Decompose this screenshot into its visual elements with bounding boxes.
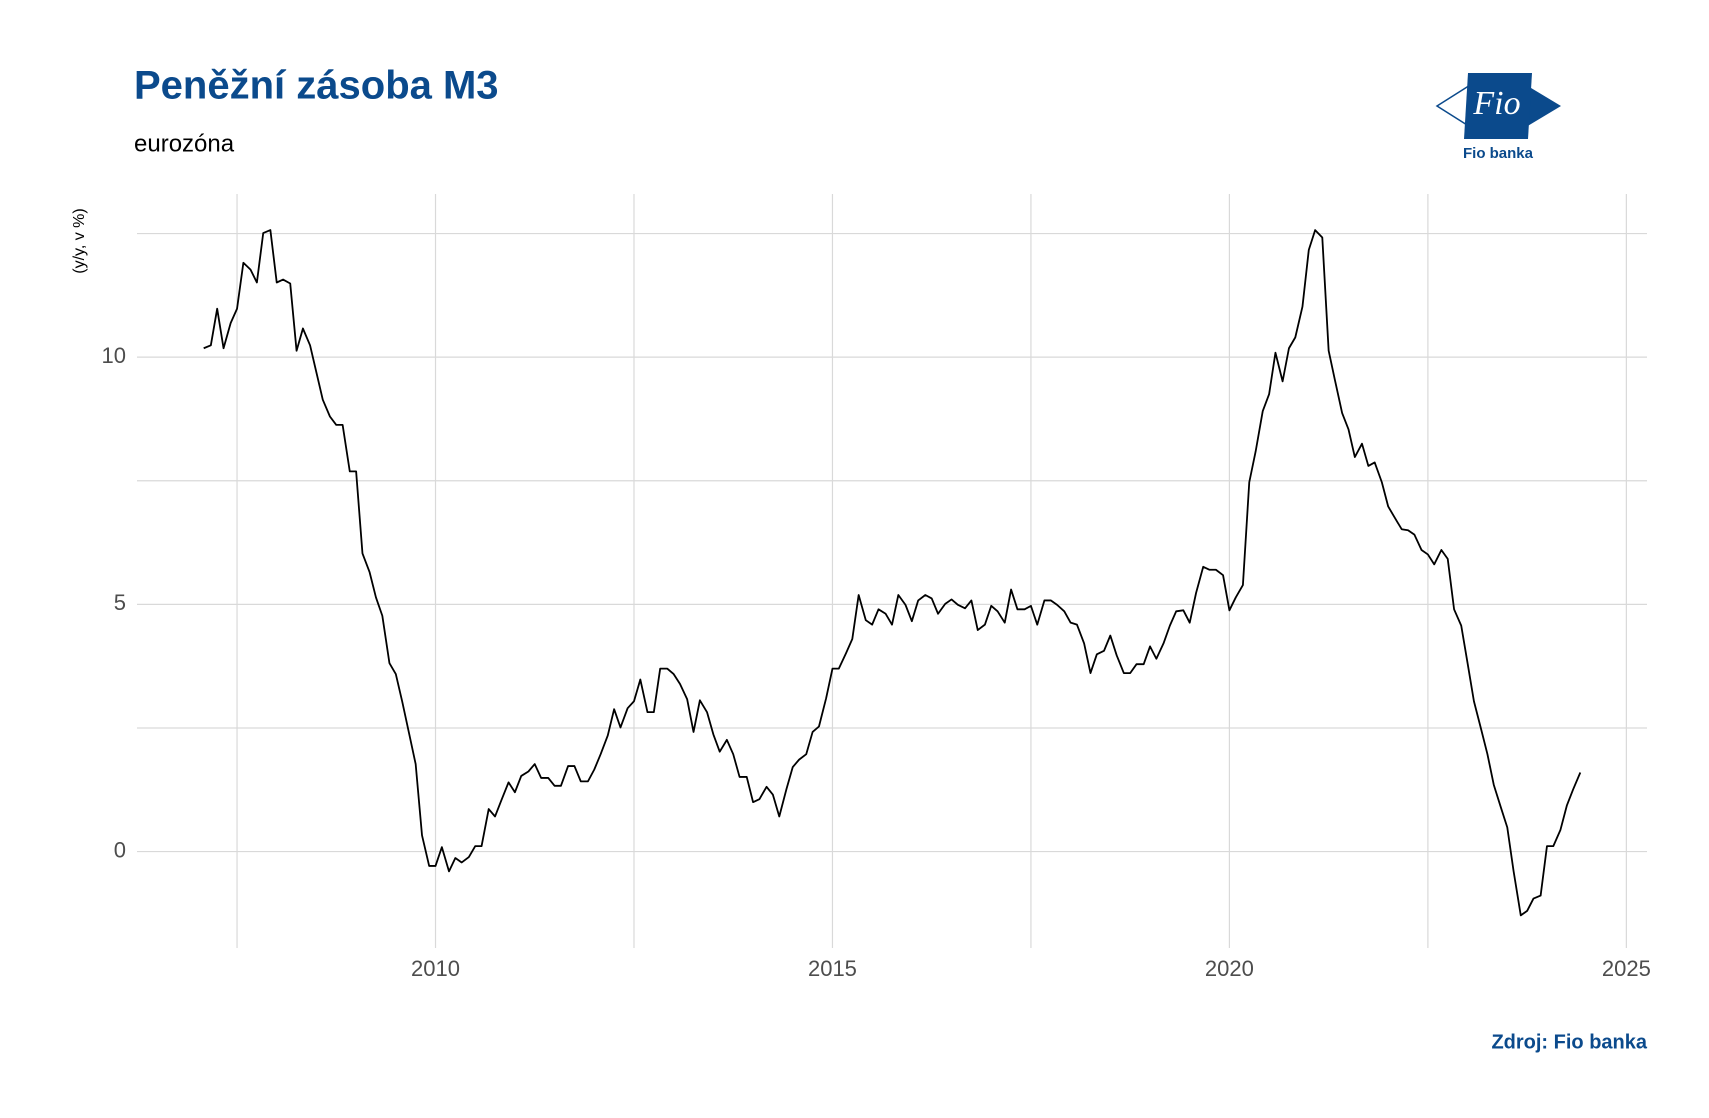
- y-tick-label: 0: [114, 837, 126, 862]
- x-tick-label: 2020: [1205, 956, 1254, 981]
- y-tick-label: 5: [114, 590, 126, 615]
- x-tick-label: 2025: [1602, 956, 1651, 981]
- y-axis-label: (y/y, v %): [71, 208, 88, 273]
- x-tick-label: 2010: [411, 956, 460, 981]
- chart-title: Peněžní zásoba M3: [134, 64, 499, 108]
- chart-subtitle: eurozóna: [134, 130, 235, 157]
- logo: Fio Fio banka: [1435, 73, 1561, 162]
- logo-shape: [1521, 82, 1561, 130]
- source: Zdroj: Fio banka: [1491, 1031, 1647, 1053]
- line: [203, 229, 1582, 917]
- y-tick-label: 10: [102, 343, 126, 368]
- logo-caption: Fio banka: [1463, 145, 1534, 162]
- logo-text: Fio: [1472, 85, 1520, 122]
- logo-shape: [1464, 73, 1532, 139]
- grid: [137, 194, 1647, 948]
- x-tick-label: 2015: [808, 956, 857, 981]
